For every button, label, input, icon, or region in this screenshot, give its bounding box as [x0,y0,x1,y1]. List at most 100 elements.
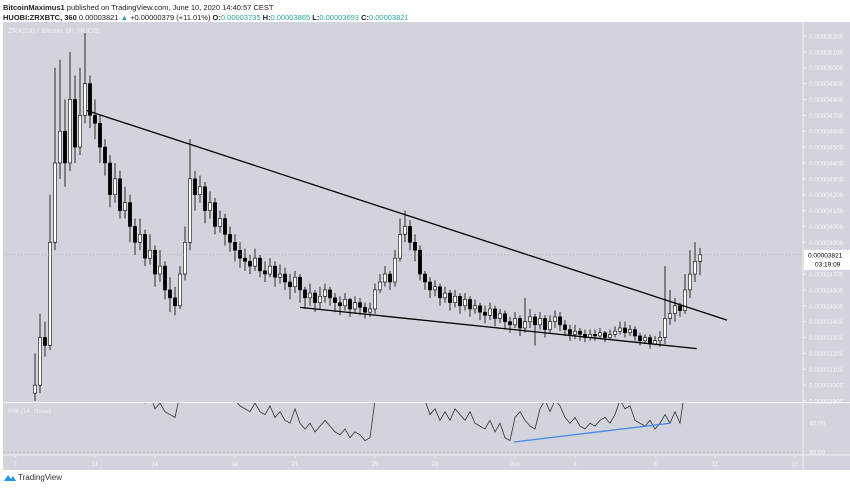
candle [133,226,137,243]
candle [398,234,402,259]
candle [43,337,47,346]
candle [263,270,267,275]
price-chart[interactable]: ZRX(0X) / Bitcoin, 6h, HUOBI 0.00005200 0.… [0,0,850,472]
candle [508,321,512,326]
candle [118,178,122,211]
candle [613,330,617,335]
candle [593,334,597,337]
publisher-name[interactable]: BitcoinMaximus1 [3,3,65,12]
y-tick-label: 0.00005100 [809,49,844,56]
publish-info: BitcoinMaximus1 published on TradingView… [3,3,273,12]
candle [518,318,522,329]
candle [353,302,357,310]
candle [388,273,392,283]
candle [73,99,77,148]
y-tick-label: 0.00003000 [809,383,844,390]
x-tick-label: 11 [92,461,99,468]
last-price: 0.00003821 [78,13,119,22]
y-tick-label: 0.00003300 [809,335,844,342]
x-tick-label: 4 [573,461,577,468]
candle [418,249,422,275]
candle [408,226,412,243]
candle [448,292,452,303]
x-tick-label: 21 [291,461,299,468]
countdown-label: 03:19:09 [815,261,841,268]
x-tick-label: 25 [371,461,379,468]
candle [403,226,407,235]
candle [373,289,377,310]
candle [343,299,347,307]
candle [158,265,162,275]
candle [128,202,132,227]
candle [558,316,562,326]
triangle-up-icon: ▲ [120,13,129,22]
candle [358,302,362,308]
candle [258,257,262,272]
candle [123,202,127,211]
candle [668,313,672,319]
y-tick-label: 0.00004400 [809,160,844,167]
y-tick-label: 0.00004700 [809,113,844,120]
candle [223,218,227,235]
y-tick-label: 0.00003400 [809,319,844,326]
candle [553,316,557,322]
y-tick-label: 0.00005000 [809,65,844,72]
candle [58,130,62,164]
candle [683,289,687,311]
candle [628,329,632,334]
candle [528,316,532,322]
rsi-tick-label: 40.00 [809,421,826,428]
candle [208,202,212,211]
candle [168,289,172,299]
candle [543,318,547,330]
rsi-label: RSI (14, close) [8,408,51,415]
open-label: O: [212,13,221,22]
candle [453,295,457,303]
candle [348,299,352,310]
symbol: HUOBI:ZRXBTC, 360 [3,13,77,22]
close-label: C: [361,13,369,22]
candle [438,286,442,299]
y-tick-label: 0.00003900 [809,240,844,247]
candle [493,308,497,319]
candle [478,305,482,313]
candle [413,242,417,251]
candle [653,340,657,345]
price-change: +0.00000379 (+11.01%) [130,13,211,22]
candles [33,32,702,402]
candle [313,292,317,303]
candle [568,329,572,335]
y-tick-label: 0.00002900 [809,399,844,406]
candle [83,83,87,116]
candle [293,276,297,288]
candle [638,335,642,342]
symbol-info: HUOBI:ZRXBTC, 360 0.00003821 ▲ +0.000003… [3,13,409,22]
candle [93,115,97,124]
candle [98,122,102,148]
candle [268,265,272,275]
candle [463,299,467,307]
candle [173,297,177,307]
candle [323,289,327,297]
candle [503,313,507,322]
candle [548,321,552,330]
candle [103,146,107,164]
candle [68,99,72,164]
candle [598,332,602,337]
candle [688,273,692,291]
last-price-label: 0.00003821 [808,252,843,259]
candle [78,115,82,148]
y-tick-label: 0.00004300 [809,176,844,183]
y-tick-label: 0.00003700 [809,272,844,279]
y-tick-label: 0.00003100 [809,367,844,374]
candle [578,330,582,335]
candle [483,311,487,316]
candle [673,305,677,315]
candle [178,273,182,307]
trendline [86,109,728,321]
candle [203,186,207,211]
candle [663,318,667,338]
candle [198,186,202,195]
candle [338,302,342,307]
brand-name[interactable]: TradingView [18,473,63,482]
